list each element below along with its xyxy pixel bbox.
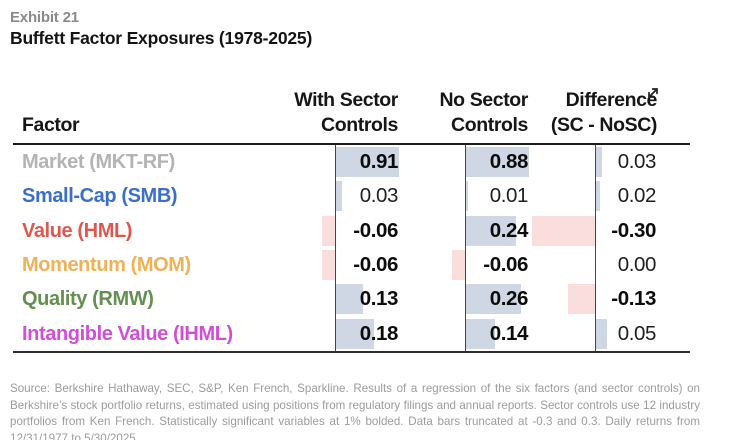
exhibit-number: Exhibit 21	[10, 9, 79, 26]
cell-value: 0.26	[489, 287, 529, 311]
cell-value: 0.18	[359, 321, 399, 345]
positive-data-bar	[466, 147, 529, 177]
cell-value: 0.01	[489, 184, 529, 208]
baseline-no-sector-controls	[465, 145, 466, 351]
column-header-with-sector-controls: With Sector Controls	[294, 89, 398, 136]
cell-value: 0.03	[359, 184, 399, 208]
cell-value: 0.03	[617, 150, 657, 173]
positive-data-bar	[466, 215, 517, 246]
baseline-with-sector-controls	[335, 145, 336, 351]
cell-value: -0.06	[353, 218, 398, 242]
cell-value: 0.88	[489, 150, 529, 173]
cell-value: 0.05	[617, 321, 657, 345]
factor-label: Quality (RMW)	[22, 288, 154, 311]
cell-value: 0.00	[617, 253, 657, 276]
negative-data-bar	[532, 215, 595, 246]
header-rule	[13, 143, 690, 145]
table-row: Market (MKT-RF) 0.91 0.88 0.03	[0, 145, 752, 179]
source-footnote: Source: Berkshire Hathaway, SEC, S&P, Ke…	[10, 382, 700, 440]
factor-label: Market (MKT-RF)	[22, 151, 175, 173]
table-row: Value (HML) -0.06 0.24 -0.30	[0, 214, 752, 248]
positive-data-bar	[466, 284, 521, 315]
table-row: Small-Cap (SMB) 0.03 0.01 0.02	[0, 179, 752, 213]
table-row: Quality (RMW) 0.13 0.26 -0.13	[0, 282, 752, 316]
cell-value: 0.91	[359, 150, 399, 173]
cell-value: -0.30	[611, 218, 656, 242]
table-row: Momentum (MOM) -0.06 -0.06 0.00	[0, 248, 752, 282]
cell-value: 0.14	[489, 321, 529, 345]
positive-data-bar	[466, 181, 469, 212]
cell-value: -0.06	[483, 253, 528, 276]
column-header-difference: Difference (SC - NoSC)	[550, 89, 657, 136]
positive-data-bar	[336, 181, 343, 212]
negative-data-bar	[452, 250, 465, 280]
table-body: Market (MKT-RF) 0.91 0.88 0.03 Small-Cap (SM…	[0, 145, 752, 351]
expand-icon[interactable]	[645, 85, 661, 101]
factor-label: Value (HML)	[22, 219, 133, 242]
cell-value: -0.13	[611, 287, 656, 311]
factor-label: Small-Cap (SMB)	[22, 185, 178, 208]
column-header-no-sector-controls: No Sector Controls	[439, 89, 528, 136]
cell-value: 0.13	[359, 287, 399, 311]
factor-label: Intangible Value (IHML)	[22, 322, 233, 345]
baseline-difference	[595, 145, 596, 351]
positive-data-bar	[336, 284, 364, 315]
cell-value: -0.06	[353, 253, 398, 276]
positive-data-bar	[336, 318, 374, 349]
bottom-rule	[13, 351, 690, 353]
positive-data-bar	[596, 181, 601, 212]
cell-value: 0.24	[489, 218, 529, 242]
table-row: Intangible Value (IHML) 0.18 0.14 0.05	[0, 317, 752, 351]
exhibit-title: Buffett Factor Exposures (1978-2025)	[10, 28, 313, 48]
negative-data-bar	[322, 215, 335, 246]
negative-data-bar	[567, 284, 595, 315]
cell-value: 0.02	[617, 184, 657, 208]
positive-data-bar	[336, 147, 399, 177]
negative-data-bar	[322, 250, 335, 280]
positive-data-bar	[466, 318, 496, 349]
positive-data-bar	[596, 147, 603, 177]
column-header-factor: Factor	[22, 114, 80, 136]
positive-data-bar	[596, 318, 607, 349]
factor-label: Momentum (MOM)	[22, 254, 191, 276]
